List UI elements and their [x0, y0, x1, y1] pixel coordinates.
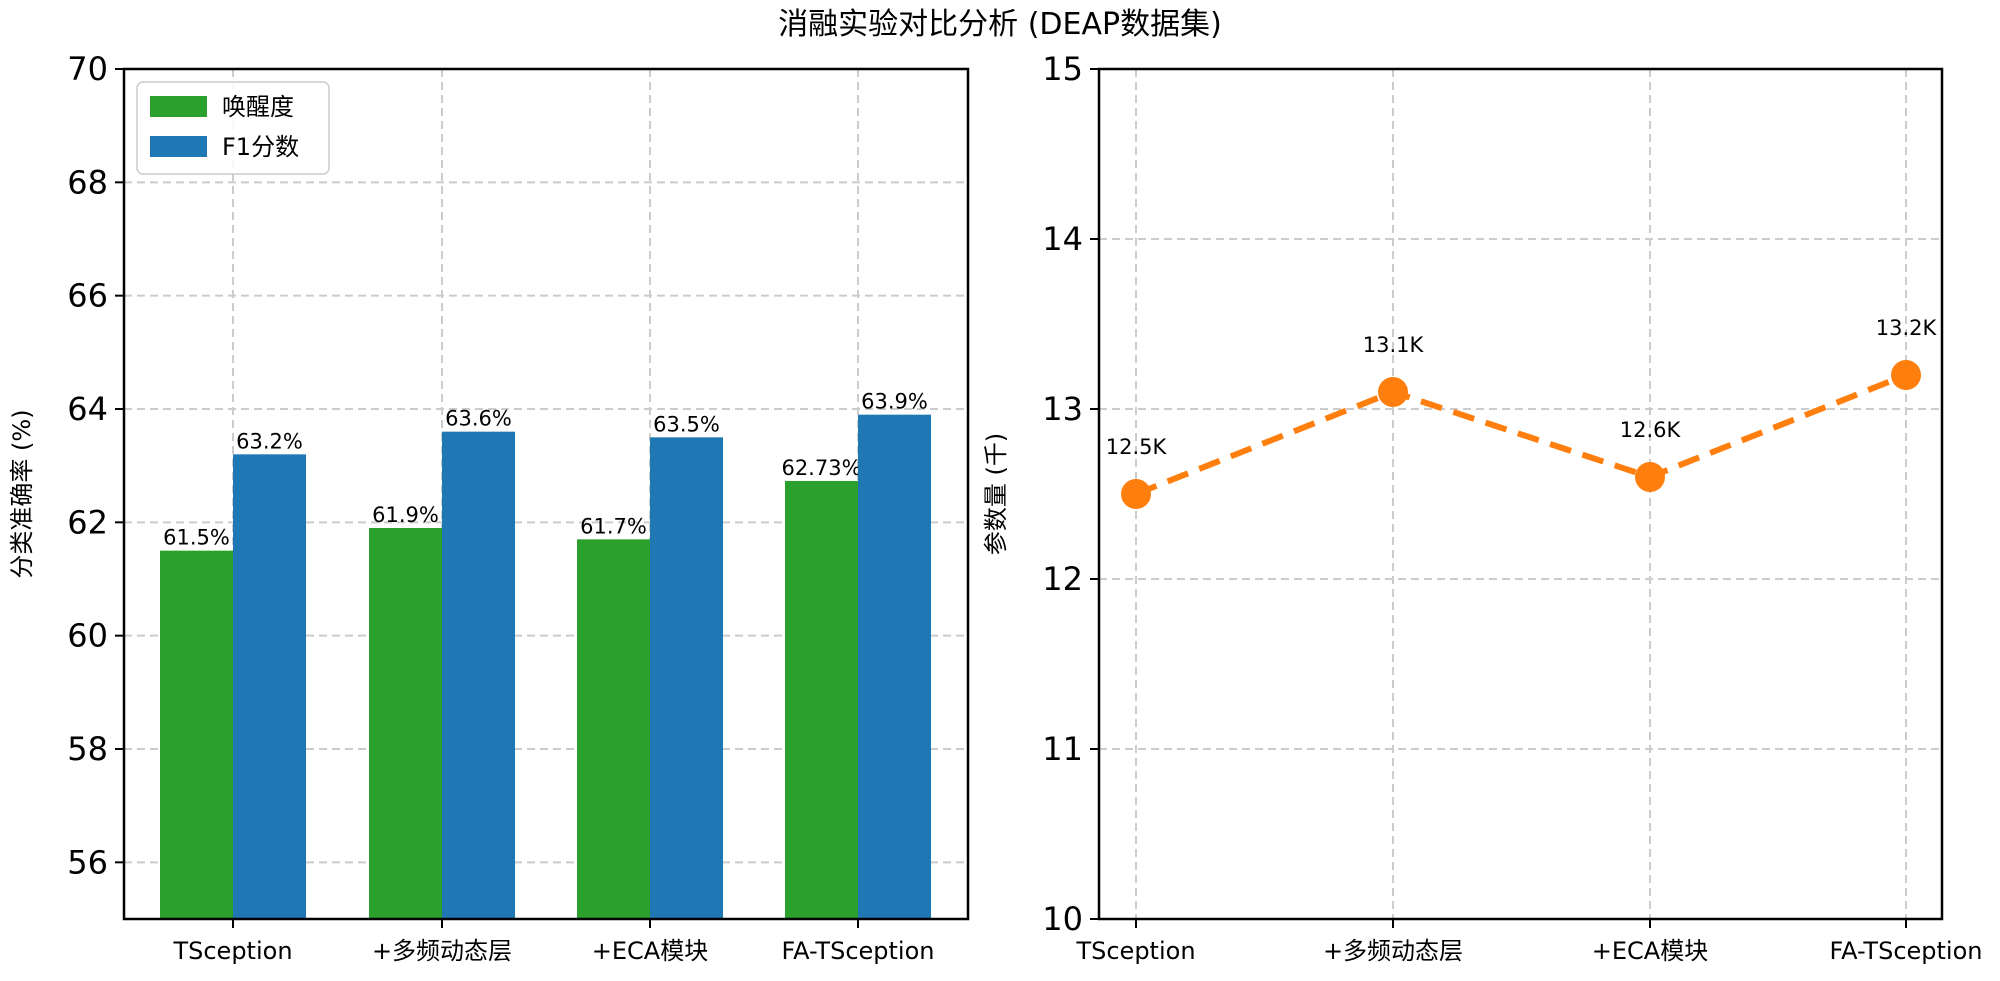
- plot-frame: [1097, 67, 1944, 921]
- point-value-label: 13.1K: [1363, 333, 1425, 357]
- legend-swatch: [150, 96, 207, 117]
- legend-label: F1分数: [222, 133, 299, 161]
- data-point: [1378, 377, 1408, 407]
- plot-frame: [122, 67, 970, 921]
- bar: [650, 437, 723, 919]
- x-tick-label: FA-TSception: [781, 937, 934, 965]
- y-tick-label: 12: [1042, 560, 1083, 598]
- point-value-label: 13.2K: [1876, 316, 1938, 340]
- bar-value-label: 61.7%: [580, 514, 647, 538]
- x-tick-label: +ECA模块: [1592, 937, 1708, 965]
- data-point: [1635, 462, 1665, 492]
- y-tick-label: 64: [67, 390, 108, 428]
- legend-swatch: [150, 136, 207, 157]
- bar-value-label: 63.2%: [236, 429, 303, 453]
- y-tick-label: 60: [67, 617, 108, 655]
- y-tick-label: 70: [67, 50, 108, 88]
- bar: [785, 480, 858, 919]
- y-tick-label: 62: [67, 503, 108, 541]
- x-tick-label: TSception: [172, 937, 292, 965]
- x-tick-label: +多频动态层: [1323, 937, 1463, 965]
- bar: [369, 528, 442, 919]
- series-line: [1134, 372, 1908, 497]
- bar: [577, 539, 650, 919]
- bar: [442, 431, 515, 919]
- x-tick-label: FA-TSception: [1829, 937, 1982, 965]
- y-tick-label: 15: [1042, 50, 1083, 88]
- x-tick-label: TSception: [1075, 937, 1195, 965]
- point-value-label: 12.5K: [1106, 435, 1168, 459]
- bar-value-label: 62.73%: [781, 456, 861, 480]
- y-tick-label: 56: [67, 843, 108, 881]
- line-chart-panel: 12.5K 13.1K 12.6K 13.2K 10 11 12 13 14 15 TSceptio…: [982, 50, 1983, 965]
- bar: [233, 454, 306, 919]
- point-value-label: 12.6K: [1620, 418, 1682, 442]
- bar-value-label: 61.5%: [163, 526, 230, 550]
- bar-chart-panel: 61.5% 61.9% 61.7% 62.73% 63.2% 63.6% 63.5% 63.9…: [8, 50, 970, 965]
- bar: [160, 550, 233, 919]
- x-tick-label: +ECA模块: [592, 937, 708, 965]
- y-axis-label: 分类准确率 (%): [8, 409, 36, 578]
- y-tick-label: 66: [67, 277, 108, 315]
- y-tick-label: 11: [1042, 730, 1083, 768]
- data-point: [1891, 360, 1921, 390]
- y-tick-label: 14: [1042, 220, 1083, 258]
- data-point: [1121, 479, 1151, 509]
- y-tick-label: 58: [67, 730, 108, 768]
- bar-value-label: 63.5%: [653, 412, 720, 436]
- bar-value-label: 63.9%: [861, 390, 928, 414]
- y-tick-label: 68: [67, 163, 108, 201]
- y-tick-label: 10: [1042, 900, 1083, 938]
- legend-label: 唤醒度: [222, 93, 294, 121]
- bar: [858, 414, 931, 919]
- bar-value-label: 63.6%: [445, 407, 512, 431]
- y-tick-label: 13: [1042, 390, 1083, 428]
- legend: 唤醒度 F1分数: [136, 81, 330, 175]
- bar-value-label: 61.9%: [372, 503, 439, 527]
- figure-title: 消融实验对比分析 (DEAP数据集): [778, 7, 1222, 42]
- x-tick-label: +多频动态层: [372, 937, 512, 965]
- y-axis-label: 参数量 (千): [982, 433, 1010, 555]
